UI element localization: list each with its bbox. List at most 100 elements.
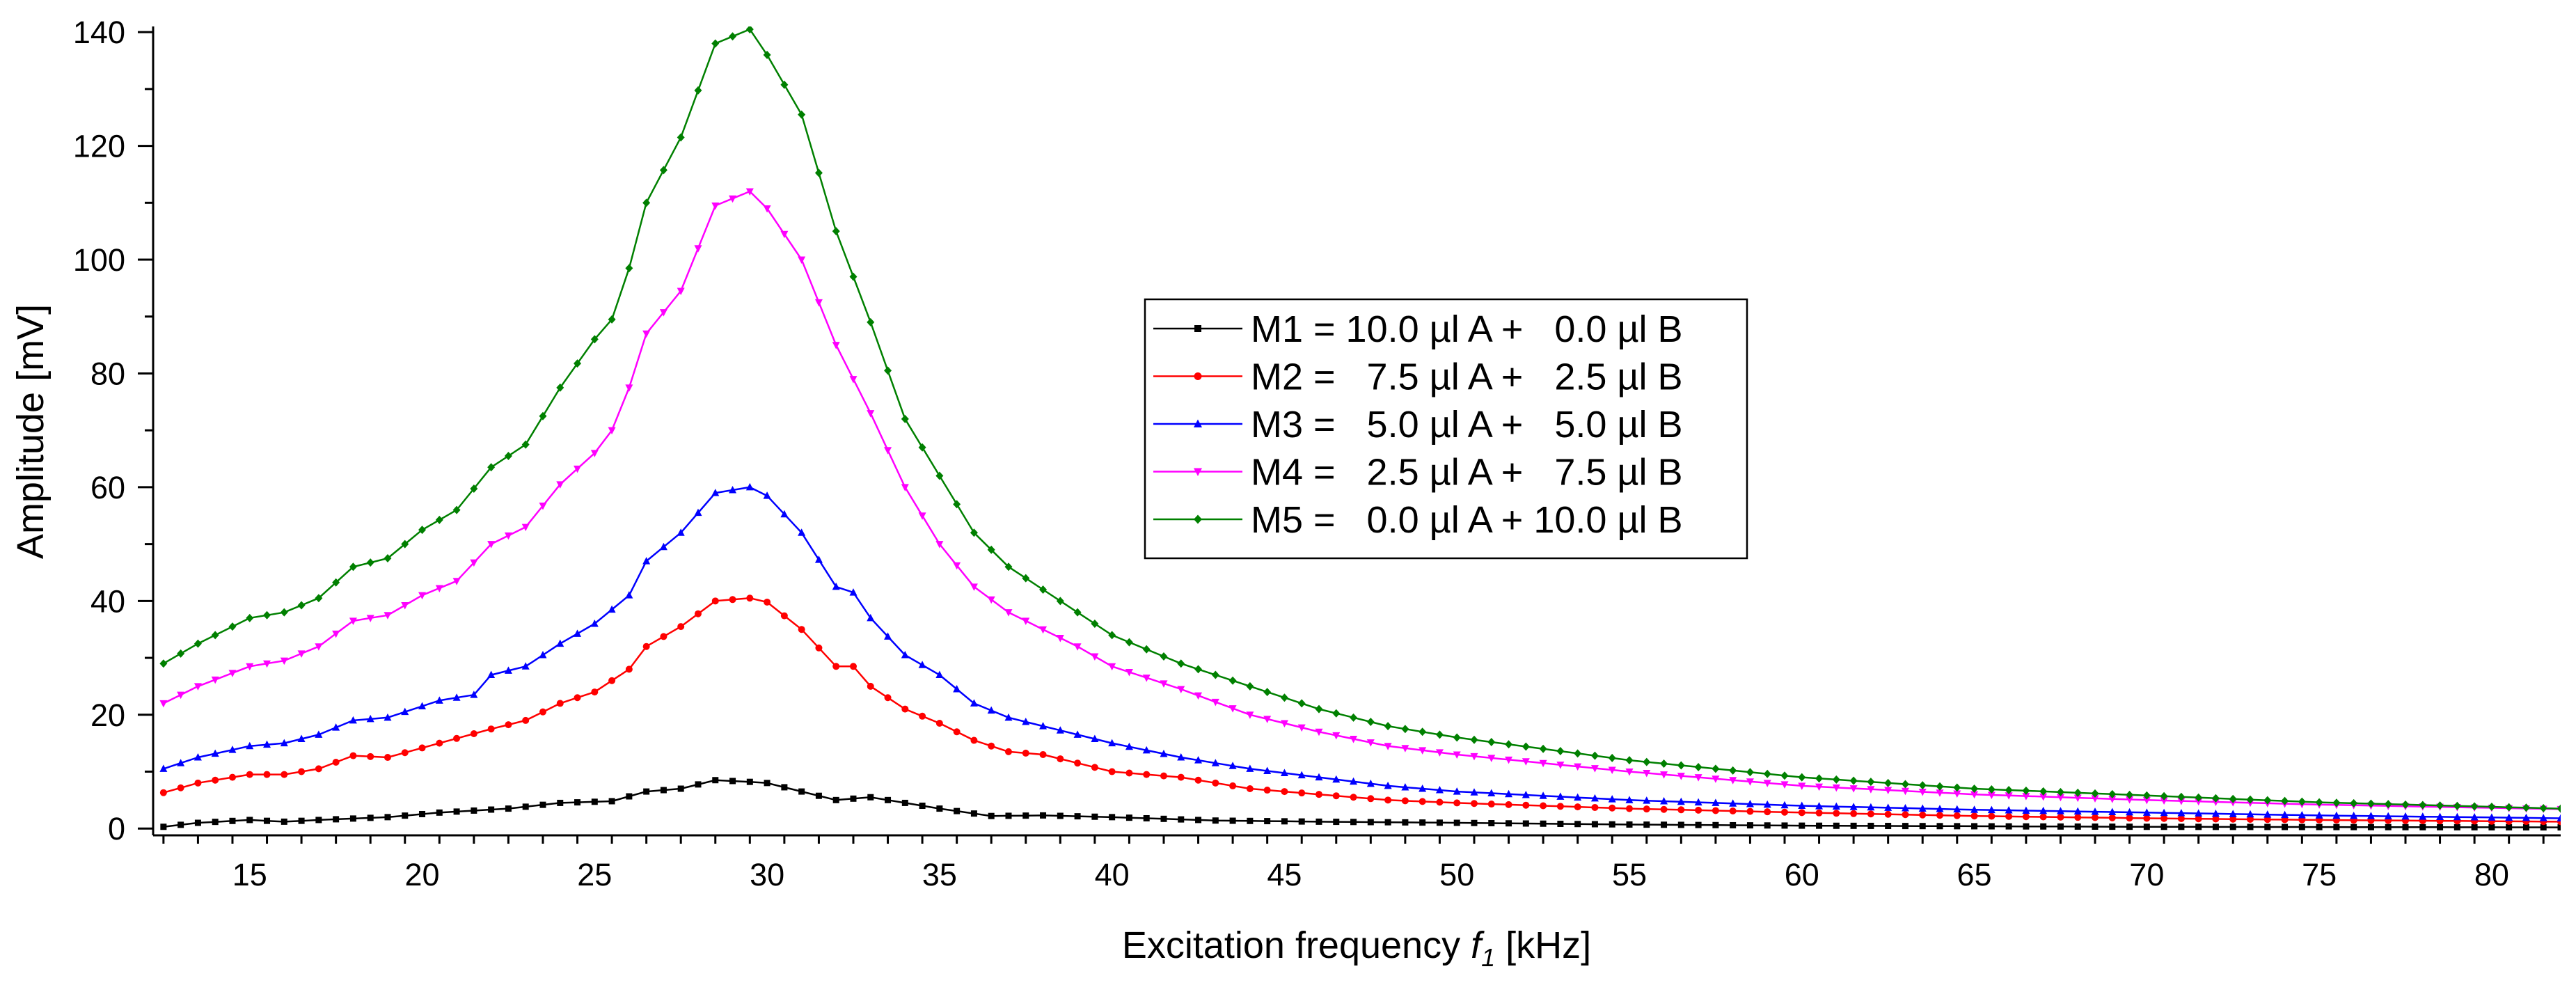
data-point: [177, 784, 184, 791]
data-point: [2212, 815, 2220, 823]
data-point: [1729, 766, 1737, 775]
data-point: [2263, 810, 2272, 818]
data-point: [1660, 771, 1668, 779]
data-point: [1660, 759, 1668, 769]
data-point: [2229, 794, 2237, 803]
data-point: [1281, 788, 1288, 796]
data-point: [1729, 777, 1737, 785]
data-point: [1556, 803, 1564, 810]
data-point: [1609, 821, 1615, 828]
data-point: [1039, 585, 1048, 594]
data-point: [574, 465, 582, 473]
data-point: [384, 814, 391, 821]
data-point: [884, 447, 892, 455]
data-point: [1867, 810, 1874, 818]
data-point: [1435, 730, 1444, 739]
data-point: [1297, 699, 1306, 708]
data-point: [1764, 808, 1771, 816]
data-point: [1557, 820, 1564, 827]
data-point: [660, 633, 667, 640]
data-point: [1246, 711, 1254, 719]
data-point: [1091, 653, 1099, 661]
data-point: [1401, 745, 1409, 752]
data-point: [659, 542, 667, 551]
data-point: [1057, 755, 1064, 763]
data-point: [2264, 824, 2271, 830]
data-point: [2366, 799, 2375, 808]
data-point: [1867, 778, 1875, 787]
data-point: [2281, 796, 2289, 805]
data-point: [1056, 726, 1064, 734]
data-point: [297, 650, 306, 658]
data-point: [1522, 820, 1529, 827]
data-point: [590, 620, 599, 627]
data-point: [1366, 739, 1375, 747]
data-point: [2005, 792, 2013, 800]
data-point: [1073, 608, 1082, 617]
data-point: [1419, 798, 1426, 805]
data-point: [1384, 743, 1392, 750]
legend-label: M4 = 2.5 µl A + 7.5 µl B: [1251, 452, 1683, 494]
data-point: [418, 702, 427, 710]
data-point: [2057, 813, 2064, 821]
data-point: [2211, 794, 2220, 803]
data-point: [1108, 631, 1116, 640]
data-point: [867, 410, 875, 418]
data-point: [849, 376, 858, 384]
data-point: [1401, 725, 1409, 734]
data-point: [557, 799, 564, 806]
data-point: [2108, 789, 2117, 798]
data-point: [1505, 740, 1513, 749]
data-point: [211, 631, 219, 640]
data-point: [212, 776, 219, 784]
data-point: [1522, 790, 1530, 798]
data-point: [642, 557, 651, 565]
data-point: [1315, 791, 1322, 798]
data-point: [2092, 823, 2099, 830]
data-point: [867, 682, 874, 690]
data-point: [1987, 805, 1996, 814]
data-point: [1590, 751, 1599, 760]
data-point: [2315, 811, 2323, 819]
data-point: [1143, 814, 1150, 821]
data-point: [1057, 812, 1064, 819]
data-point: [2177, 798, 2186, 805]
data-point: [642, 330, 651, 338]
legend-box: [1144, 298, 1748, 560]
x-tick-label: 40: [1095, 857, 1130, 892]
data-point: [677, 287, 685, 295]
data-point: [1953, 805, 1961, 813]
data-point: [659, 166, 667, 175]
data-point: [1228, 676, 1237, 685]
data-point: [1125, 638, 1133, 647]
data-point: [987, 545, 995, 554]
data-point: [2195, 809, 2203, 817]
data-point: [1246, 785, 1254, 792]
data-point: [1677, 821, 1684, 828]
data-point: [1816, 822, 1823, 829]
legend-label: M5 = 0.0 µl A + 10.0 µl B: [1251, 499, 1683, 541]
data-point: [2074, 814, 2082, 821]
data-point: [2091, 807, 2099, 815]
data-point: [2126, 814, 2133, 822]
x-tick-label: 60: [1785, 857, 1819, 892]
data-point: [2022, 813, 2030, 821]
data-point: [2177, 814, 2185, 822]
y-tick-label: 40: [90, 583, 125, 619]
data-point: [1815, 783, 1824, 791]
data-point: [1453, 751, 1461, 759]
data-point: [2350, 798, 2358, 807]
data-point: [815, 644, 823, 652]
data-point: [263, 771, 271, 778]
data-point: [315, 594, 323, 603]
data-point: [1730, 821, 1737, 828]
data-point: [2522, 824, 2529, 830]
data-point: [1832, 775, 1840, 784]
data-point: [1281, 818, 1288, 825]
data-point: [2470, 802, 2479, 811]
data-point: [2073, 794, 2082, 803]
data-point: [1936, 789, 1944, 797]
y-tick-label: 80: [90, 356, 125, 391]
data-point: [1953, 783, 1961, 792]
data-point: [556, 639, 564, 647]
